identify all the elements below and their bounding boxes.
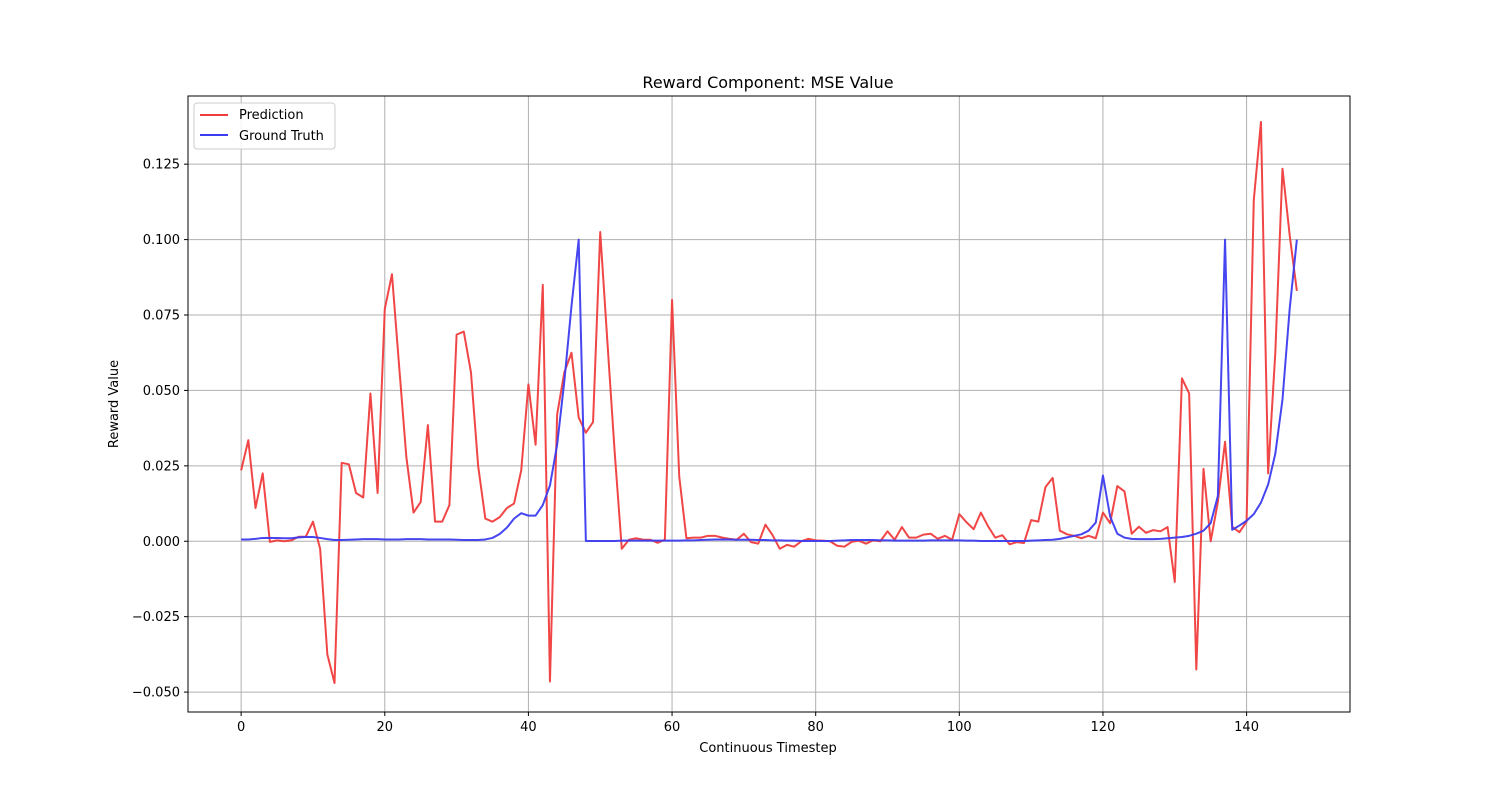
y-tick-label: −0.050 <box>132 686 180 701</box>
x-tick-label: 20 <box>377 720 394 735</box>
x-tick-label: 80 <box>807 720 824 735</box>
y-tick-label: 0.075 <box>143 309 180 324</box>
legend-label-prediction: Prediction <box>239 108 304 123</box>
x-tick-label: 0 <box>237 720 245 735</box>
series-line-ground-truth <box>241 238 1298 542</box>
legend-box <box>193 102 336 150</box>
series-layer <box>240 120 1298 685</box>
legend: Prediction Ground Truth <box>193 102 336 150</box>
chart-title: Reward Component: MSE Value <box>642 73 893 92</box>
y-tick-label: 0.050 <box>143 384 180 399</box>
x-tick-label: 100 <box>947 720 972 735</box>
plot-frame <box>187 95 1351 713</box>
x-axis: 0 20 40 60 80 100 120 140 <box>237 712 1259 735</box>
x-tick-label: 140 <box>1234 720 1259 735</box>
x-tick-label: 40 <box>520 720 537 735</box>
y-axis-title: Reward Value <box>107 360 122 448</box>
x-tick-label: 120 <box>1091 720 1116 735</box>
legend-label-ground-truth: Ground Truth <box>239 129 324 144</box>
series-line-prediction <box>240 120 1298 685</box>
x-tick-label: 60 <box>664 720 681 735</box>
y-tick-label: 0.125 <box>143 158 180 173</box>
grid <box>188 96 1350 712</box>
x-axis-title: Continuous Timestep <box>699 741 837 756</box>
y-tick-label: −0.025 <box>132 610 180 625</box>
y-tick-label: 0.100 <box>143 233 180 248</box>
y-tick-label: 0.025 <box>143 459 180 474</box>
y-tick-label: 0.000 <box>143 535 180 550</box>
y-axis: −0.050 −0.025 0.000 0.025 0.050 0.075 0.100 0.1… <box>132 158 188 701</box>
